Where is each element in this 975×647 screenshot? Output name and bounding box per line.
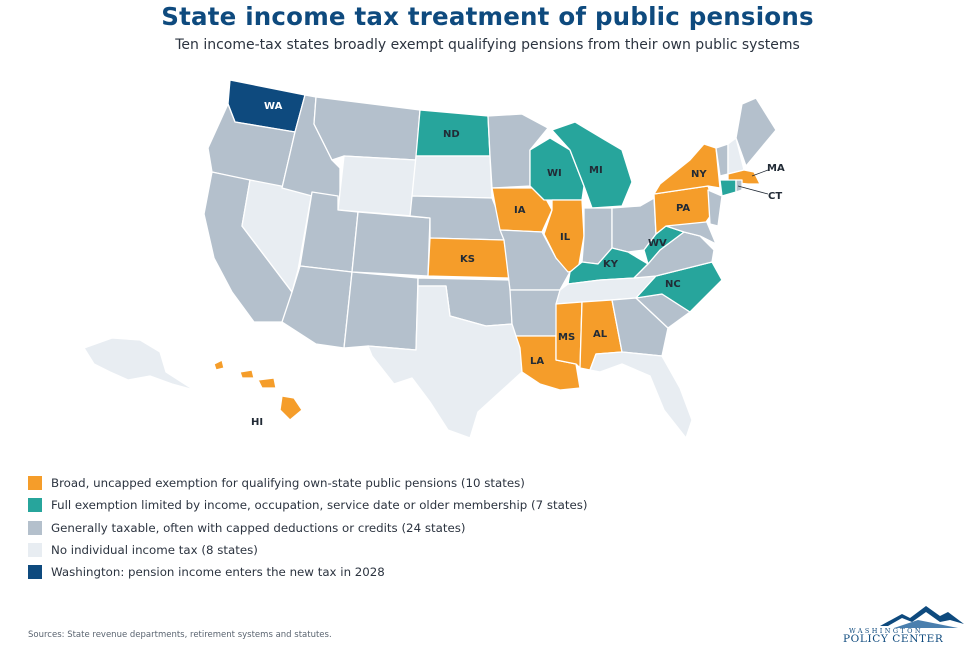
legend-item-broad: Broad, uncapped exemption for qualifying…: [28, 472, 588, 494]
mountain-logo-icon: [880, 606, 964, 628]
state-mo: [499, 229, 571, 291]
state-wy: [337, 155, 417, 217]
logo-top-text: WASHINGTON: [849, 627, 923, 635]
policy-center-logo: WASHINGTON POLICY CENTER: [840, 604, 968, 645]
label-mi: MI: [589, 165, 603, 176]
chart-subtitle: Ten income-tax states broadly exempt qua…: [175, 37, 800, 53]
state-mt: [313, 96, 421, 161]
state-ga: [611, 297, 669, 357]
legend-item-washington: Washington: pension income enters the ne…: [28, 561, 588, 583]
state-hi-oahu: [239, 369, 255, 379]
state-hi-kauai: [213, 359, 225, 371]
state-me: [735, 97, 777, 167]
legend-label-washington: Washington: pension income enters the ne…: [51, 565, 385, 580]
source-note: Sources: State revenue departments, reti…: [28, 630, 332, 640]
state-fl: [589, 351, 693, 439]
label-il: IL: [560, 232, 571, 243]
label-ny: NY: [691, 169, 707, 180]
legend-item-taxable: Generally taxable, often with capped ded…: [28, 517, 588, 539]
legend: Broad, uncapped exemption for qualifying…: [28, 472, 588, 583]
us-map: WA ND WI MI NY MA CT IA PA IL KS WV KY N…: [83, 79, 785, 439]
label-ks: KS: [460, 254, 475, 265]
state-nm: [343, 271, 419, 351]
state-ar: [509, 289, 561, 337]
label-ct: CT: [768, 191, 782, 202]
label-wv: WV: [648, 238, 667, 249]
label-ma: MA: [767, 163, 785, 174]
label-wa: WA: [264, 101, 283, 112]
label-ky: KY: [603, 259, 619, 270]
state-hi-maui: [257, 377, 277, 389]
chart-title: State income tax treatment of public pen…: [161, 2, 814, 31]
legend-swatch-limited: [28, 498, 42, 513]
ma-leader-line: [751, 169, 769, 177]
legend-swatch-none: [28, 543, 42, 558]
legend-item-limited: Full exemption limited by income, occupa…: [28, 494, 588, 516]
legend-label-none: No individual income tax (8 states): [51, 543, 258, 558]
legend-label-taxable: Generally taxable, often with capped ded…: [51, 520, 466, 535]
legend-swatch-washington: [28, 565, 42, 580]
state-tx: [367, 285, 523, 439]
state-ny: [653, 143, 721, 195]
ct-leader-line: [737, 185, 769, 195]
state-sd: [411, 155, 493, 199]
state-ak: [83, 337, 195, 391]
state-il: [543, 199, 585, 273]
label-pa: PA: [676, 203, 690, 214]
legend-item-none: No individual income tax (8 states): [28, 539, 588, 561]
state-mi: [551, 121, 633, 209]
label-la: LA: [530, 356, 544, 367]
state-wi: [529, 137, 585, 201]
label-al: AL: [593, 329, 608, 340]
label-ms: MS: [558, 332, 575, 343]
label-nd: ND: [443, 129, 460, 140]
label-nc: NC: [665, 279, 681, 290]
label-ia: IA: [514, 205, 526, 216]
label-wi: WI: [547, 168, 562, 179]
state-co: [351, 211, 431, 277]
state-ct: [719, 179, 737, 197]
logo-main-text: POLICY CENTER: [843, 633, 944, 645]
legend-swatch-broad: [28, 476, 42, 491]
state-nj: [707, 189, 723, 227]
legend-label-limited: Full exemption limited by income, occupa…: [51, 498, 588, 513]
legend-swatch-taxable: [28, 520, 42, 535]
label-hi: HI: [251, 417, 263, 428]
state-hi-big: [279, 395, 303, 421]
legend-label-broad: Broad, uncapped exemption for qualifying…: [51, 476, 525, 491]
